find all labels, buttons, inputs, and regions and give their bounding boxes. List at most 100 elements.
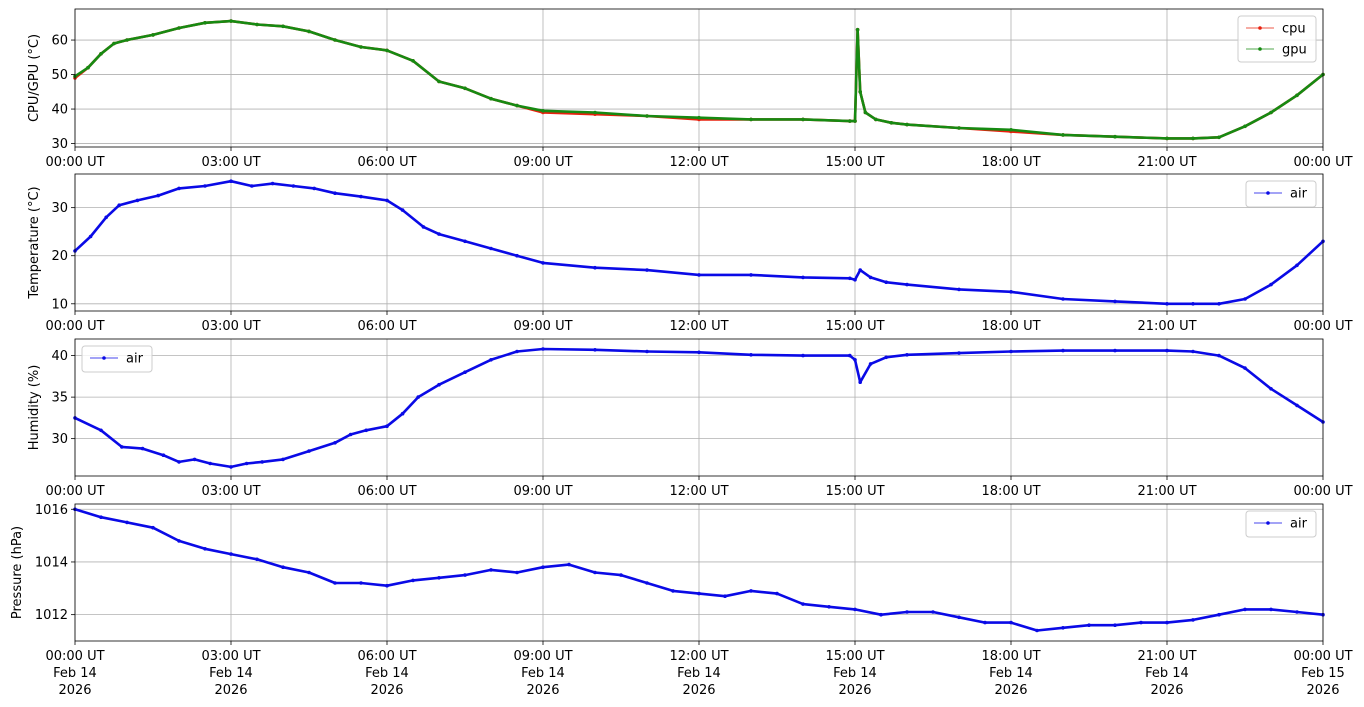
data-point-air bbox=[281, 457, 285, 462]
data-point-air bbox=[645, 581, 649, 585]
x-tick-label-line: 2026 bbox=[370, 683, 403, 698]
data-point-air bbox=[1061, 626, 1065, 630]
data-point-air bbox=[1087, 623, 1091, 627]
x-tick-label: 18:00 UT bbox=[981, 319, 1040, 334]
x-tick-label-line: 00:00 UT bbox=[45, 484, 104, 499]
data-point-air bbox=[400, 208, 405, 212]
data-point-air bbox=[1217, 353, 1221, 358]
data-point-air bbox=[879, 612, 883, 617]
data-point-gpu bbox=[385, 48, 389, 53]
data-point-air bbox=[749, 353, 753, 357]
data-point-air bbox=[645, 349, 649, 354]
data-point-gpu bbox=[858, 90, 862, 94]
x-tick-label: 12:00 UT Feb 14 2026 bbox=[669, 649, 728, 698]
data-point-air bbox=[1165, 620, 1169, 625]
data-point-air bbox=[858, 380, 862, 385]
data-point-air bbox=[140, 446, 145, 451]
data-point-air bbox=[437, 576, 441, 580]
data-point-air bbox=[619, 573, 623, 577]
data-point-gpu bbox=[1009, 128, 1013, 132]
x-tick-label-line: 00:00 UT bbox=[1293, 155, 1352, 170]
x-tick-label-line: Feb 14 bbox=[833, 666, 877, 681]
x-tick-label: 00:00 UT Feb 14 2026 bbox=[45, 649, 104, 698]
data-point-air bbox=[1009, 620, 1013, 625]
data-point-gpu bbox=[86, 65, 90, 70]
data-point-air bbox=[801, 275, 805, 280]
x-tick-label-line: 12:00 UT bbox=[669, 484, 728, 499]
x-tick-label: 00:00 UT bbox=[1293, 155, 1352, 170]
data-point-air bbox=[104, 215, 108, 220]
data-point-air bbox=[593, 265, 597, 270]
data-point-gpu bbox=[281, 24, 285, 29]
legend-box bbox=[81, 345, 153, 373]
data-point-air bbox=[515, 570, 519, 575]
x-tick-label-line: 03:00 UT bbox=[201, 155, 260, 170]
data-point-air bbox=[437, 232, 441, 236]
data-point-gpu bbox=[229, 19, 233, 23]
data-point-air bbox=[177, 539, 181, 543]
x-tick-label-line: 06:00 UT bbox=[357, 319, 416, 334]
y-tick-label: 10 bbox=[51, 297, 68, 312]
legend-box bbox=[1245, 510, 1317, 538]
x-tick-label-line: 18:00 UT bbox=[981, 319, 1040, 334]
data-point-air bbox=[281, 565, 285, 569]
x-tick-label: 09:00 UT bbox=[513, 319, 572, 334]
x-tick-label: 18:00 UT Feb 14 2026 bbox=[981, 649, 1040, 698]
x-tick-label: 18:00 UT bbox=[981, 155, 1040, 170]
data-point-air bbox=[120, 445, 124, 449]
x-tick-label-line: Feb 14 bbox=[53, 666, 97, 681]
data-point-air bbox=[1061, 348, 1065, 353]
data-point-air bbox=[270, 181, 275, 186]
data-point-air bbox=[307, 570, 311, 575]
data-point-gpu bbox=[1295, 93, 1299, 98]
data-point-air bbox=[931, 610, 935, 614]
x-tick-label-line: 06:00 UT bbox=[357, 484, 416, 499]
x-tick-label-line: 18:00 UT bbox=[981, 155, 1040, 170]
x-tick-label-line: Feb 14 bbox=[209, 666, 253, 681]
legend-marker-air bbox=[1266, 521, 1270, 525]
data-point-air bbox=[333, 441, 337, 445]
data-point-air bbox=[853, 358, 857, 362]
data-point-air bbox=[541, 565, 545, 569]
data-point-air bbox=[848, 276, 852, 281]
data-point-air bbox=[151, 525, 155, 530]
x-tick-label-line: 21:00 UT bbox=[1137, 319, 1196, 334]
data-point-air bbox=[489, 246, 493, 251]
legend-label-air: air bbox=[1290, 517, 1308, 532]
data-point-air bbox=[697, 350, 701, 355]
y-tick-label: 1014 bbox=[35, 555, 68, 570]
data-point-air bbox=[868, 362, 873, 366]
data-point-gpu bbox=[1269, 110, 1273, 115]
data-point-air bbox=[868, 275, 873, 280]
data-point-gpu bbox=[801, 117, 805, 122]
x-tick-label: 00:00 UT bbox=[1293, 484, 1352, 499]
data-point-air bbox=[1295, 403, 1299, 408]
x-tick-label: 15:00 UT bbox=[825, 155, 884, 170]
x-tick-label-line: 00:00 UT bbox=[45, 649, 104, 664]
data-point-air bbox=[1061, 297, 1065, 301]
legend-box bbox=[1237, 15, 1317, 63]
data-point-air bbox=[1009, 290, 1013, 294]
legend-label-air: air bbox=[1290, 187, 1308, 202]
data-point-gpu bbox=[1243, 124, 1247, 129]
data-point-air bbox=[421, 225, 426, 229]
data-point-gpu bbox=[541, 109, 545, 113]
data-point-air bbox=[244, 461, 249, 466]
data-point-air bbox=[723, 594, 727, 598]
legend: cpu gpu bbox=[1237, 15, 1317, 63]
data-point-air bbox=[957, 351, 961, 355]
panel-1: 30 40 50 60 00:00 UT 03:00 UT 06:00 UT 09:00 UT… bbox=[27, 8, 1353, 170]
legend-label-gpu: gpu bbox=[1282, 43, 1307, 58]
data-point-air bbox=[1165, 348, 1169, 353]
data-point-air bbox=[749, 589, 753, 593]
legend-box bbox=[1245, 180, 1317, 208]
data-point-air bbox=[775, 591, 779, 596]
x-tick-label-line: Feb 14 bbox=[365, 666, 409, 681]
x-tick-label-line: 12:00 UT bbox=[669, 319, 728, 334]
y-axis-label: CPU/GPU (°C) bbox=[27, 34, 42, 122]
data-point-air bbox=[983, 620, 987, 625]
x-tick-label-line: 15:00 UT bbox=[825, 649, 884, 664]
x-tick-label-line: 21:00 UT bbox=[1137, 484, 1196, 499]
x-tick-label: 06:00 UT bbox=[357, 319, 416, 334]
data-point-air bbox=[161, 453, 166, 458]
